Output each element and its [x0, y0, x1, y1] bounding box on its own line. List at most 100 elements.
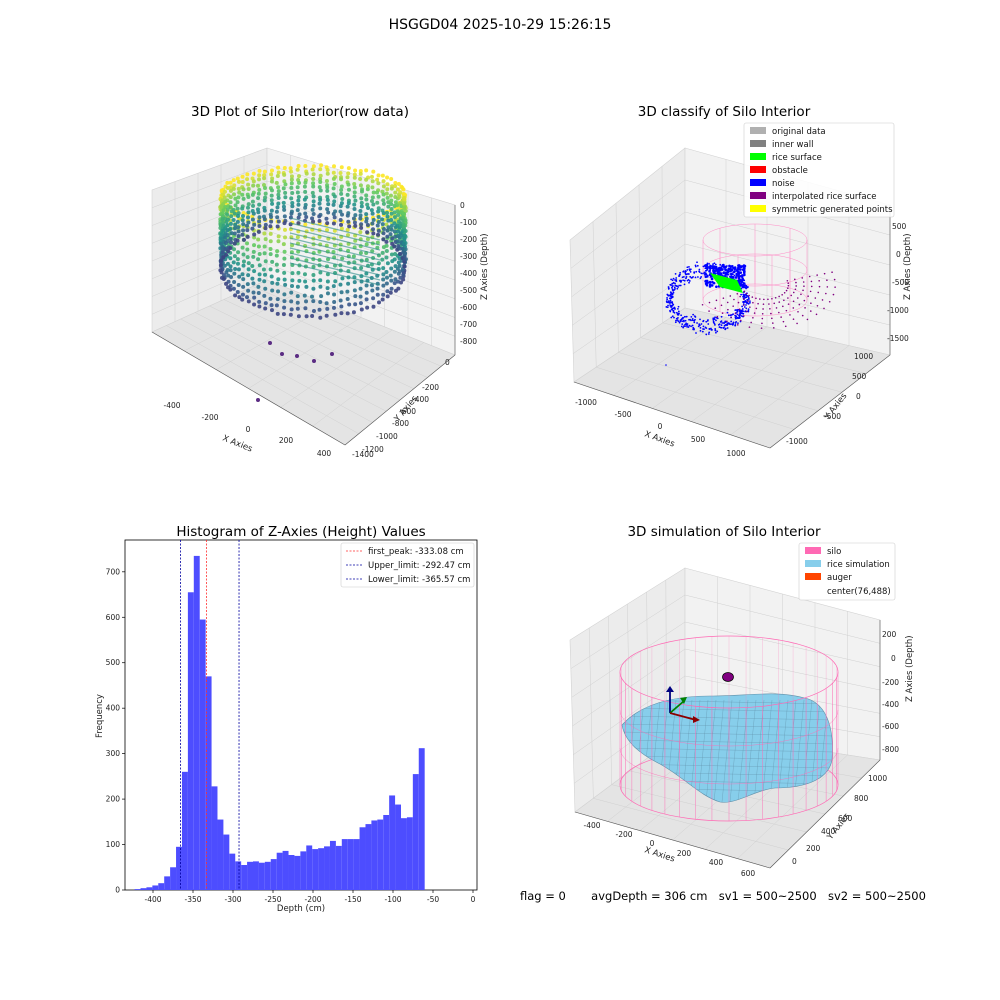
classify-interp-point — [737, 301, 740, 304]
raw-point — [403, 218, 408, 223]
raw-point — [219, 275, 224, 280]
classify-noise-point — [719, 268, 722, 272]
classify-noise-point — [666, 298, 669, 301]
raw-point — [297, 212, 302, 217]
raw-point — [353, 198, 358, 203]
hist-bar — [264, 861, 271, 890]
hist-bar — [241, 865, 248, 890]
classify-interp-point — [748, 326, 751, 328]
raw-point — [331, 305, 336, 310]
raw-zlabel: Z Axies (Depth) — [480, 233, 490, 300]
svg-text:symmetric generated points: symmetric generated points — [772, 205, 893, 215]
raw-point — [263, 226, 268, 231]
raw-point — [397, 194, 402, 199]
raw-point — [381, 201, 386, 206]
raw-point — [231, 207, 236, 212]
svg-text:noise: noise — [772, 179, 795, 189]
raw-point — [235, 200, 240, 205]
raw-point — [311, 199, 316, 204]
raw-point — [303, 222, 308, 227]
raw-point — [365, 230, 370, 235]
raw-point — [222, 189, 227, 194]
classify-noise-point — [711, 265, 715, 269]
raw-point — [392, 244, 397, 249]
raw-point — [283, 190, 288, 195]
hist-bar — [341, 839, 348, 890]
raw-surface-trace — [289, 222, 381, 246]
raw-point — [245, 295, 250, 300]
raw-point — [375, 223, 380, 228]
raw-point — [318, 179, 323, 184]
raw-point — [257, 223, 262, 228]
raw-point — [222, 195, 227, 200]
raw-point — [246, 288, 251, 293]
classify-noise-point — [742, 270, 746, 274]
raw-point — [263, 237, 268, 242]
classify-noise-point — [714, 327, 717, 330]
raw-point — [236, 233, 241, 238]
classify-noise-point — [730, 272, 733, 276]
raw-point — [386, 204, 391, 209]
classify-noise-point — [698, 271, 701, 274]
classify-noise-point — [739, 265, 743, 269]
raw-point — [385, 210, 390, 215]
classify-interp-point — [745, 292, 748, 295]
raw-point — [282, 270, 287, 275]
raw-point — [250, 192, 255, 197]
classify-noise-point — [739, 271, 743, 274]
avg-depth-text: avgDepth = 306 cm — [591, 889, 708, 903]
raw-point — [371, 169, 376, 174]
sim-zlabel: Z Axies (Depth) — [905, 635, 915, 702]
raw-point — [256, 284, 261, 289]
raw-point — [257, 187, 262, 192]
raw-point — [352, 280, 357, 285]
classify-noise-point — [706, 266, 709, 270]
raw-point — [311, 219, 316, 224]
raw-point — [397, 263, 402, 268]
hist-legend-item: Lower_limit: -365.57 cm — [346, 575, 470, 585]
raw-point — [371, 304, 376, 309]
raw-point — [261, 182, 266, 187]
raw-point — [252, 269, 257, 274]
raw-point — [318, 278, 323, 283]
classify-interp-point — [715, 299, 718, 302]
rice-mesh-line — [721, 699, 733, 803]
raw-point — [389, 227, 394, 232]
raw-point — [375, 286, 380, 291]
raw-point — [241, 263, 246, 268]
raw-point — [339, 226, 344, 231]
classify-noise-point — [685, 273, 687, 276]
raw-point — [237, 274, 242, 279]
classify-ytick: 500 — [852, 372, 867, 381]
raw-point — [231, 260, 236, 265]
hist-bar — [258, 862, 265, 890]
raw-point — [275, 311, 280, 316]
hist-bar — [377, 819, 384, 890]
hist-xtick-label: -50 — [427, 895, 439, 904]
rice-mesh-line — [622, 731, 833, 737]
classify-noise-point — [671, 286, 673, 289]
raw-point — [269, 219, 274, 224]
raw-point — [228, 226, 233, 231]
classify-interp-point — [768, 303, 770, 305]
raw-point — [359, 200, 364, 205]
raw-point — [229, 275, 234, 280]
raw-point — [269, 208, 274, 213]
raw-point — [392, 269, 397, 274]
raw-point — [225, 185, 230, 190]
raw-point — [385, 195, 390, 200]
classify-interp-point — [809, 310, 812, 312]
raw-ytick: -600 — [399, 407, 416, 416]
classify-noise-point — [744, 310, 747, 313]
raw-point — [274, 262, 279, 267]
classify-noise-point — [699, 277, 702, 280]
classify-noise-point — [714, 316, 716, 319]
raw-point — [364, 290, 369, 295]
classify-ztick: 0 — [896, 250, 901, 259]
raw-point — [246, 261, 251, 266]
raw-point — [289, 185, 294, 190]
rice-mesh-line — [793, 699, 805, 803]
classify-noise-point — [749, 301, 751, 304]
classify-noise-point — [671, 307, 674, 310]
raw-point — [353, 168, 358, 173]
